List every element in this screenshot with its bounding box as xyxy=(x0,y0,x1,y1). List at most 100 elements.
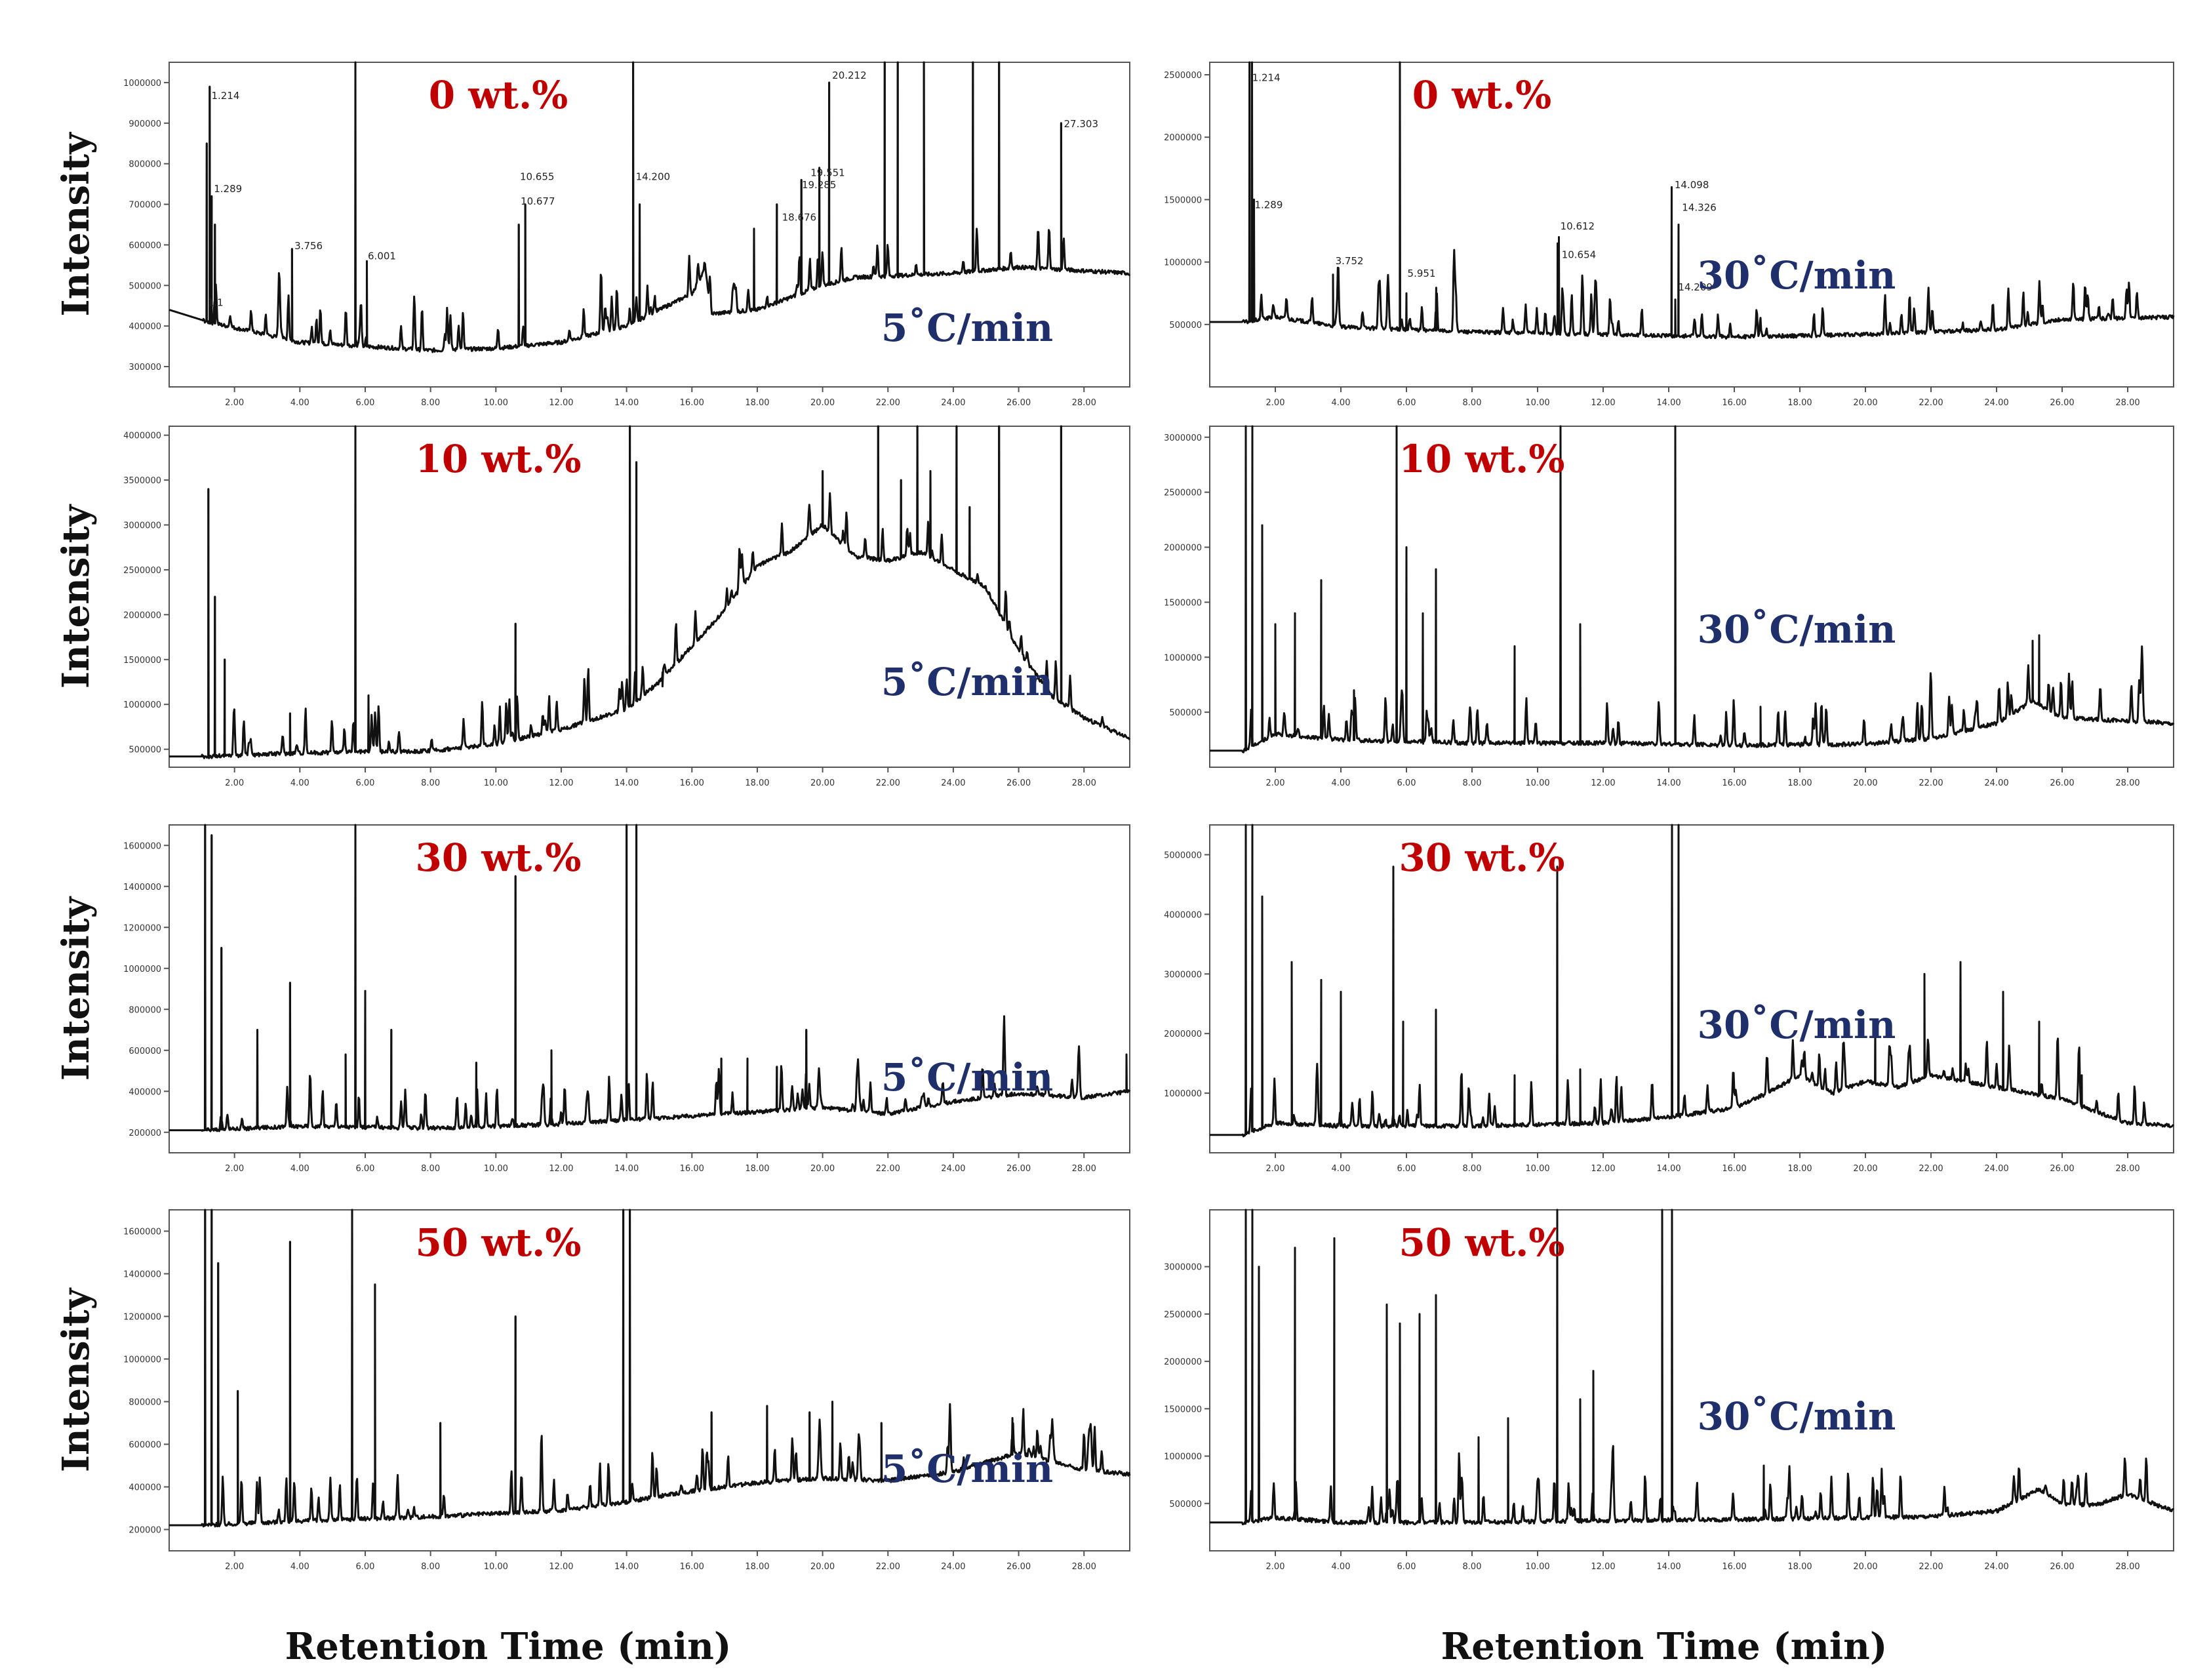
peak-label: 18.676 xyxy=(782,212,817,224)
x-tick-label: 4.00 xyxy=(1332,1562,1351,1572)
x-tick-label: 26.00 xyxy=(2050,778,2074,788)
x-tick-label: 16.00 xyxy=(680,398,704,408)
y-tick-label: 200000 xyxy=(129,1526,161,1536)
panel-title: 10 wt.% xyxy=(1399,437,1565,481)
panel-title: 50 wt.% xyxy=(1399,1220,1565,1265)
x-tick-label: 8.00 xyxy=(1463,1562,1482,1572)
x-tick-label: 20.00 xyxy=(810,1562,835,1572)
heating-rate-label: 30˚C/min xyxy=(1698,253,1896,298)
x-tick-label: 6.00 xyxy=(1397,1164,1416,1174)
x-tick-label: 16.00 xyxy=(680,778,704,788)
x-tick-label: 28.00 xyxy=(2115,1562,2139,1572)
x-tick-label: 22.00 xyxy=(876,778,900,788)
plot-frame xyxy=(1209,824,2174,1153)
x-tick-label: 28.00 xyxy=(1072,778,1096,788)
plot-frame xyxy=(1209,426,2174,768)
peak-label: 27.303 xyxy=(1064,118,1099,130)
heating-rate-label: 5˚C/min xyxy=(881,1055,1053,1100)
peak-label: 1.1 xyxy=(208,296,224,308)
x-tick-label: 10.00 xyxy=(484,1562,508,1572)
x-tick-label: 4.00 xyxy=(290,1562,309,1572)
y-tick-label: 800000 xyxy=(129,160,161,170)
chromatogram-trace xyxy=(169,425,1131,759)
heating-rate-label: 5˚C/min xyxy=(881,1447,1053,1491)
plot-frame xyxy=(169,426,1130,768)
x-tick-label: 16.00 xyxy=(1722,1562,1746,1572)
x-tick-label: 4.00 xyxy=(290,398,309,408)
y-tick-label: 2000000 xyxy=(1164,133,1202,143)
x-tick-label: 12.00 xyxy=(549,398,573,408)
x-tick-label: 18.00 xyxy=(1787,1562,1812,1572)
x-tick-label: 18.00 xyxy=(1787,1164,1812,1174)
x-tick-label: 10.00 xyxy=(484,398,508,408)
x-tick-label: 26.00 xyxy=(1006,778,1031,788)
y-tick-label: 1500000 xyxy=(1164,1405,1202,1414)
x-tick-label: 8.00 xyxy=(421,1164,440,1174)
x-tick-label: 4.00 xyxy=(1332,778,1351,788)
y-tick-label: 2500000 xyxy=(123,566,161,576)
x-tick-label: 14.00 xyxy=(614,778,639,788)
y-tick-label: 2000000 xyxy=(1164,1357,1202,1367)
y-tick-label: 1200000 xyxy=(123,1313,161,1323)
x-tick-label: 2.00 xyxy=(1266,1164,1285,1174)
y-tick-label: 1200000 xyxy=(123,923,161,933)
x-tick-label: 22.00 xyxy=(876,398,900,408)
x-tick-label: 22.00 xyxy=(1919,1164,1943,1174)
x-tick-label: 6.00 xyxy=(1397,398,1416,408)
y-tick-label: 2500000 xyxy=(1164,1310,1202,1320)
plot-frame xyxy=(169,824,1130,1153)
y-tick-label: 1600000 xyxy=(123,841,161,851)
x-tick-label: 14.00 xyxy=(1656,1164,1681,1174)
x-tick-label: 10.00 xyxy=(1525,778,1549,788)
y-axis-title: Intensity xyxy=(54,132,98,317)
chromatogram-trace xyxy=(169,1209,1131,1528)
y-tick-label: 2000000 xyxy=(1164,1030,1202,1039)
y-tick-label: 1000000 xyxy=(123,965,161,974)
y-tick-label: 1500000 xyxy=(123,656,161,666)
y-tick-label: 400000 xyxy=(129,322,161,332)
x-tick-label: 8.00 xyxy=(1463,1164,1482,1174)
x-tick-label: 20.00 xyxy=(1853,778,1877,788)
x-tick-label: 20.00 xyxy=(1853,398,1877,408)
x-tick-label: 24.00 xyxy=(941,1164,965,1174)
chart-panel-left-3: 200000 400000 600000 800000 1000000 1200000 14… xyxy=(123,1209,1131,1572)
chart-panel-right-3: 500000 1000000 1500000 2000000 2500000 300000… xyxy=(1164,1209,2175,1572)
x-tick-label: 12.00 xyxy=(549,1164,573,1174)
x-tick-label: 12.00 xyxy=(1591,398,1615,408)
peak-label: 5.951 xyxy=(1408,268,1436,279)
y-tick-label: 200000 xyxy=(129,1129,161,1138)
y-tick-label: 1400000 xyxy=(123,883,161,892)
chart-panel-left-1: 500000 1000000 1500000 2000000 2500000 300000… xyxy=(123,425,1131,788)
x-tick-label: 6.00 xyxy=(1397,1562,1416,1572)
y-tick-label: 800000 xyxy=(129,1398,161,1408)
y-tick-label: 3000000 xyxy=(123,521,161,531)
x-tick-label: 6.00 xyxy=(356,1562,375,1572)
x-tick-label: 14.00 xyxy=(614,1562,639,1572)
y-tick-label: 1000000 xyxy=(1164,1089,1202,1099)
peak-label: 14.326 xyxy=(1682,201,1717,213)
x-tick-label: 6.00 xyxy=(1397,778,1416,788)
peak-label: 19.285 xyxy=(802,179,837,191)
y-tick-label: 600000 xyxy=(129,241,161,250)
chromatogram-trace xyxy=(1209,425,2175,753)
x-tick-label: 8.00 xyxy=(421,1562,440,1572)
peak-label: 3.756 xyxy=(294,240,323,252)
y-tick-label: 500000 xyxy=(1169,708,1202,718)
x-tick-label: 2.00 xyxy=(225,1164,244,1174)
peak-label: 14.098 xyxy=(1675,179,1709,191)
x-tick-label: 16.00 xyxy=(1722,778,1746,788)
x-tick-label: 4.00 xyxy=(290,778,309,788)
y-tick-label: 1000000 xyxy=(1164,258,1202,268)
x-tick-label: 6.00 xyxy=(356,398,375,408)
x-tick-label: 2.00 xyxy=(1266,1562,1285,1572)
x-tick-label: 26.00 xyxy=(1006,398,1031,408)
panel-title: 30 wt.% xyxy=(1399,835,1565,880)
x-tick-label: 8.00 xyxy=(421,398,440,408)
chromatogram-trace xyxy=(1209,61,2175,340)
plot-frame xyxy=(169,62,1130,388)
x-tick-label: 20.00 xyxy=(810,1164,835,1174)
heating-rate-label: 30˚C/min xyxy=(1698,607,1896,652)
x-tick-label: 18.00 xyxy=(745,1562,769,1572)
y-tick-label: 1500000 xyxy=(1164,598,1202,608)
